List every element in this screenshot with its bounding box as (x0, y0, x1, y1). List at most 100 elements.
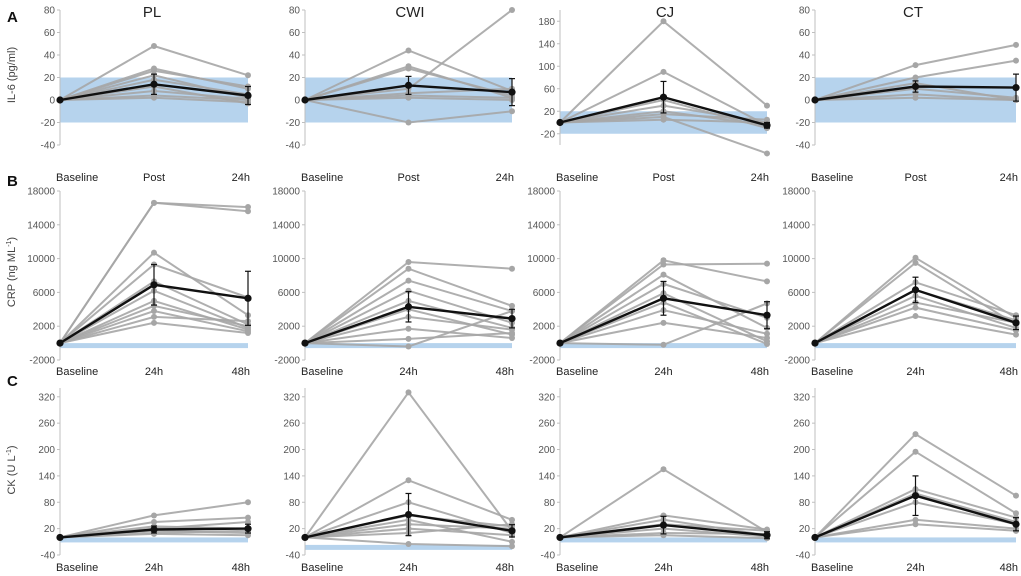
x-tick-label: 48h (232, 562, 250, 574)
x-tick-label: 24h (145, 366, 163, 378)
y-tick-label: 0 (804, 96, 810, 107)
y-tick-label: 20 (799, 524, 811, 535)
y-tick-label: 10000 (272, 254, 300, 265)
y-tick-label: 140 (538, 39, 555, 50)
y-tick-label: -40 (41, 141, 56, 152)
row-ylabel-superscript: -1 (6, 240, 13, 246)
individual-point (764, 102, 770, 109)
x-tick-label: Baseline (301, 172, 343, 184)
x-tick-label: 24h (906, 366, 924, 378)
row-ylabel-superscript: -1 (6, 449, 13, 455)
mean-point (556, 339, 564, 347)
y-tick-label: 60 (544, 84, 556, 95)
y-tick-label: 6000 (533, 288, 556, 299)
individual-point (509, 329, 515, 336)
y-tick-label: 40 (289, 51, 301, 62)
y-tick-label: 40 (799, 51, 811, 62)
individual-point (405, 325, 412, 332)
mean-point (556, 533, 564, 542)
individual-point (660, 466, 667, 473)
individual-point (405, 47, 412, 54)
x-tick-label: Baseline (301, 366, 343, 378)
x-tick-label: 24h (1000, 172, 1018, 184)
condition-title-cj: CJ (656, 4, 674, 21)
y-tick-label: 80 (544, 498, 556, 509)
individual-point (509, 108, 515, 115)
y-tick-label: -2000 (529, 356, 555, 367)
individual-point (151, 307, 157, 314)
panel-b-ct: -2000 2000 6000 10000 14000 18000 Baseline 24h 4… (782, 187, 1020, 378)
y-tick-label: 20 (544, 524, 556, 535)
individual-point (245, 329, 251, 336)
y-tick-label: 80 (799, 6, 811, 17)
individual-point (245, 532, 251, 539)
y-tick-label: 80 (289, 498, 301, 509)
panel-c-cwi: -40 20 80 140 200 260 320 Baseline 24h 48h (283, 388, 516, 574)
individual-point (405, 541, 412, 548)
individual-point (151, 313, 157, 320)
individual-point (405, 477, 412, 484)
mean-point (659, 294, 668, 302)
individual-point (245, 208, 251, 215)
mean-point (911, 82, 920, 91)
y-tick-label: 140 (538, 471, 555, 482)
individual-point (405, 335, 412, 342)
individual-point (912, 62, 919, 69)
y-tick-label: 320 (793, 392, 810, 403)
y-tick-label: -20 (286, 118, 301, 129)
y-tick-label: 60 (289, 28, 301, 39)
y-tick-label: 40 (44, 51, 56, 62)
panel-c-ct: -40 20 80 140 200 260 320 Baseline 24h 48h (793, 388, 1020, 574)
x-tick-label: 48h (232, 366, 250, 378)
y-tick-label: 10000 (527, 254, 555, 265)
y-tick-label: 20 (544, 107, 556, 118)
mean-point (1012, 319, 1020, 327)
y-tick-label: 80 (44, 498, 56, 509)
x-tick-label: 48h (1000, 562, 1018, 574)
x-tick-label: Post (652, 172, 674, 184)
individual-point (1013, 327, 1019, 334)
individual-point (764, 335, 770, 342)
mean-point (763, 311, 771, 319)
individual-point (764, 330, 770, 337)
individual-point (509, 265, 515, 272)
individual-point (405, 258, 412, 265)
individual-point (912, 94, 919, 101)
y-tick-label: 0 (294, 96, 300, 107)
y-tick-label: -40 (41, 551, 56, 562)
x-tick-label: 24h (145, 562, 163, 574)
x-tick-label: Baseline (556, 366, 598, 378)
individual-point (245, 72, 251, 79)
mean-point (659, 93, 668, 101)
y-tick-label: 2000 (278, 322, 301, 333)
individual-point (660, 261, 667, 268)
individual-point (151, 519, 157, 526)
row-ylabel-2: CK (U L-1) (6, 445, 18, 494)
reference-band (60, 343, 248, 349)
reference-band (560, 537, 767, 543)
mean-point (56, 96, 64, 104)
y-tick-label: -20 (41, 118, 56, 129)
individual-point (405, 389, 412, 396)
y-tick-label: 140 (283, 471, 300, 482)
individual-point (1013, 312, 1019, 319)
individual-point (764, 340, 770, 347)
y-tick-label: -40 (796, 551, 811, 562)
y-tick-label: 18000 (527, 187, 555, 198)
y-tick-label: 200 (38, 445, 55, 456)
mean-point (911, 286, 920, 294)
mean-point (763, 531, 771, 539)
individual-point (912, 431, 919, 438)
individual-point (509, 335, 515, 342)
y-tick-label: -2000 (274, 356, 300, 367)
individual-point (151, 512, 157, 519)
x-tick-label: 48h (751, 562, 769, 574)
mean-point (56, 339, 64, 347)
individual-point (151, 94, 157, 101)
individual-point (509, 516, 515, 523)
y-tick-label: -40 (286, 141, 301, 152)
individual-point (660, 512, 667, 519)
y-tick-label: 200 (793, 445, 810, 456)
x-tick-label: Baseline (556, 562, 598, 574)
individual-point (912, 74, 919, 81)
